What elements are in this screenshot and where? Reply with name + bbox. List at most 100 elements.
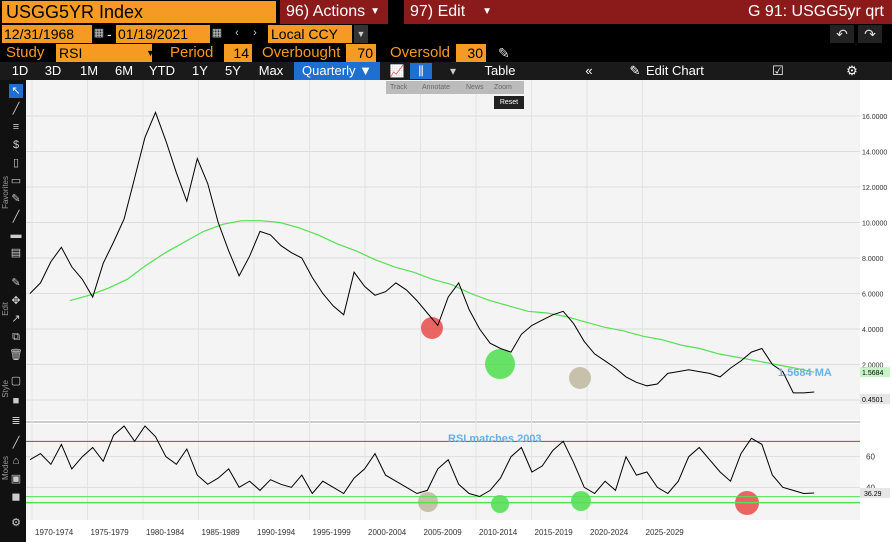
color-icon[interactable]: ▢ (10, 375, 22, 387)
chevron-down-icon[interactable]: ▼ (146, 48, 155, 58)
collapse-left-icon[interactable]: « (585, 63, 593, 78)
price-y-tick: 14.0000 (862, 150, 887, 157)
draw-mode-icon[interactable]: ╱ (12, 437, 20, 449)
edit-box-icon[interactable]: ☑ (772, 63, 784, 78)
edit-menu-label: 97) Edit (410, 3, 466, 20)
highlight-circle (571, 491, 591, 511)
period-button-5y[interactable]: 5Y (225, 63, 241, 78)
bar-chart-icon[interactable]: ⫼ (410, 63, 432, 79)
header-bar: USGG5YR Index 96) Actions ▼ 97) Edit ▼ G… (0, 0, 892, 24)
shape-tool-icon[interactable]: ▭ (10, 175, 22, 187)
text-tool-icon[interactable]: $ (12, 139, 20, 151)
calendar-icon[interactable]: ▦ (93, 27, 105, 39)
rsi-value-box (860, 488, 890, 499)
pencil-icon[interactable]: ✎ (498, 45, 510, 61)
chevron-right-icon[interactable]: › (253, 27, 257, 39)
x-tick-label: 1975-1979 (91, 528, 130, 537)
price-y-tick: 16.0000 (862, 114, 887, 121)
chevron-down-icon[interactable]: ▾ (449, 64, 457, 78)
drawing-tools-strip: ↖ ╱ ≡ $ ▯ ▭ ✎ ╱ ▬ ▤ Favorites ✎ ✥ ↗ ⧉ 🗑 … (0, 80, 26, 542)
period-button-1m[interactable]: 1M (79, 63, 99, 78)
date-range-bar: 12/31/1968 ▦ - 01/18/2021 ▦ ‹ › Local CC… (0, 24, 892, 44)
line-tool-icon[interactable]: ╱ (12, 103, 20, 115)
x-tick-label: 1995-1999 (313, 528, 352, 537)
channel-tool-icon[interactable]: ▤ (10, 247, 22, 259)
ruler-icon[interactable]: ▯ (12, 157, 20, 169)
chart-area[interactable]: 16.0000 14.0000 12.0000 10.0000 8.0000 6.0000… (26, 80, 892, 542)
price-y-tick: 4.0000 (862, 327, 884, 334)
redo-icon[interactable]: ↷ (858, 25, 882, 43)
rsi-annotation: RSI matches 2003 (448, 433, 542, 445)
window-title: G 91: USGG5yr qrt (500, 0, 892, 24)
color-mode-icon[interactable]: ◼ (11, 491, 21, 503)
period-button-1d[interactable]: 1D (11, 63, 29, 78)
expand-icon[interactable]: ↗ (11, 313, 21, 325)
period-button-3d[interactable]: 3D (44, 63, 62, 78)
chart-mode-toolbar: Track Annotate News Zoom (386, 81, 524, 94)
start-date-field[interactable]: 12/31/1968 (2, 25, 92, 43)
reset-button[interactable]: Reset (494, 96, 524, 109)
x-tick-label: 2000-2004 (368, 528, 407, 537)
table-button[interactable]: Table (484, 63, 516, 78)
fibonacci-icon[interactable]: ≡ (12, 121, 20, 133)
highlight-circle (569, 367, 591, 389)
actions-menu-button[interactable]: 96) Actions ▼ (280, 0, 388, 24)
calendar-icon[interactable]: ▦ (211, 27, 223, 39)
line-style-icon[interactable]: ≣ (11, 415, 21, 427)
period-button-ytd[interactable]: YTD (149, 63, 175, 78)
copy-icon[interactable]: ⧉ (12, 331, 20, 343)
ticker-field[interactable]: USGG5YR Index (2, 1, 276, 23)
chevron-left-icon[interactable]: ‹ (235, 27, 239, 39)
move-icon[interactable]: ✥ (11, 295, 21, 307)
overbought-input[interactable]: 70 (346, 44, 376, 62)
fill-icon[interactable]: ■ (12, 395, 20, 407)
actions-menu-label: 96) Actions (286, 3, 366, 20)
cursor-icon[interactable]: ↖ (9, 84, 23, 98)
annotate-mode-button[interactable]: Annotate (422, 84, 451, 91)
frequency-select[interactable]: Quarterly ▼ (294, 62, 380, 80)
pencil-icon[interactable]: ✎ (11, 277, 21, 289)
trash-icon[interactable]: 🗑 (9, 349, 23, 361)
zoom-mode-button[interactable]: Zoom (494, 84, 512, 91)
hline-tool-icon[interactable]: ▬ (10, 229, 22, 241)
chart-canvas[interactable]: 16.0000 14.0000 12.0000 10.0000 8.0000 6.0000… (26, 80, 892, 542)
rsi-value-label: 36.29 (864, 491, 882, 498)
price-y-tick: 2.0000 (862, 363, 884, 370)
undo-icon[interactable]: ↶ (830, 25, 854, 43)
chevron-down-icon: ▼ (482, 6, 492, 17)
news-mode-button[interactable]: News (466, 84, 484, 91)
track-mode-button[interactable]: Track (390, 84, 408, 91)
period-button-1y[interactable]: 1Y (192, 63, 208, 78)
ma-value-label: 1.5684 (862, 370, 884, 377)
layers-icon[interactable]: ▣ (10, 473, 22, 485)
edit-chart-button[interactable]: Edit Chart (646, 63, 704, 78)
period-button-6m[interactable]: 6M (114, 63, 134, 78)
oversold-input[interactable]: 30 (456, 44, 486, 62)
gear-icon[interactable]: ⚙ (11, 517, 21, 529)
highlight-circle (485, 349, 515, 379)
overbought-label: Overbought (262, 44, 341, 61)
brush-tool-icon[interactable]: ╱ (12, 211, 20, 223)
currency-select[interactable]: Local CCY (268, 25, 352, 43)
magnet-icon[interactable]: ⌂ (12, 455, 20, 467)
price-panel (26, 80, 860, 420)
period-button-max[interactable]: Max (258, 63, 284, 78)
oversold-label: Oversold (390, 44, 451, 61)
study-select[interactable]: RSI (56, 44, 152, 62)
pencil-icon[interactable]: ✎ (629, 63, 641, 78)
chevron-down-icon[interactable]: ▼ (354, 25, 368, 43)
x-tick-label: 2025-2029 (646, 528, 685, 537)
x-tick-label: 2005-2009 (424, 528, 463, 537)
gear-icon[interactable]: ⚙ (846, 63, 858, 78)
pen-tool-icon[interactable]: ✎ (11, 193, 21, 205)
last-price-box (860, 394, 890, 405)
price-y-tick: 8.0000 (862, 256, 884, 263)
ma-series-line (69, 220, 815, 373)
study-bar: Study RSI ▼ Period 14 Overbought 70 Over… (0, 44, 892, 62)
price-y-tick: 12.0000 (862, 185, 887, 192)
edit-menu-button[interactable]: 97) Edit ▼ (404, 0, 500, 24)
end-date-field[interactable]: 01/18/2021 (116, 25, 210, 43)
period-input[interactable]: 14 (224, 44, 252, 62)
line-chart-icon[interactable]: 📈 (389, 64, 405, 78)
frequency-label: Quarterly (302, 63, 356, 78)
